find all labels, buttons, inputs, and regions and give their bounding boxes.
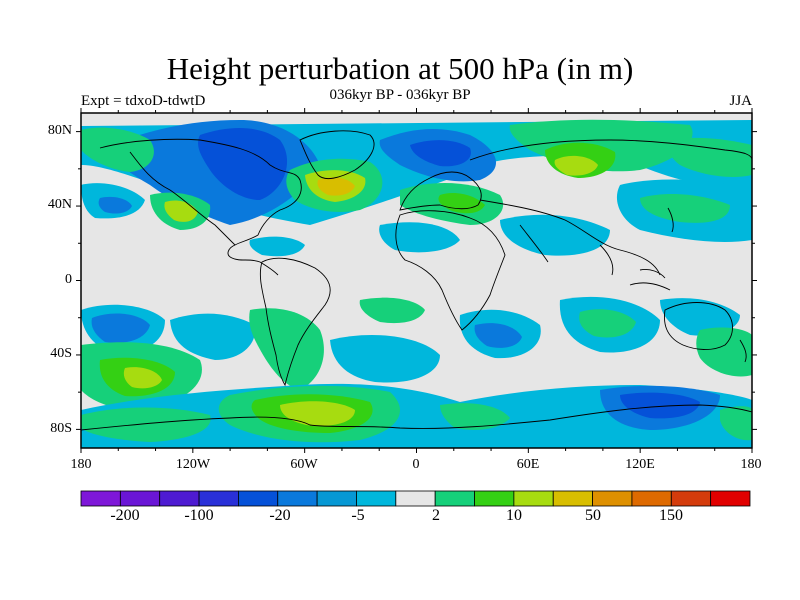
colorbar-swatch	[159, 490, 200, 507]
coastline	[259, 257, 331, 387]
colorbar-swatch	[474, 490, 515, 507]
lon-tick-label: 120W	[175, 457, 211, 472]
contour-fill	[379, 222, 460, 253]
contour-fill	[81, 407, 211, 442]
lat-tick-label: 80N	[47, 123, 72, 138]
coastline	[664, 302, 733, 350]
contour-fill	[170, 313, 256, 360]
contour-fill	[410, 140, 471, 167]
contour-fill	[280, 401, 355, 427]
coastlines	[81, 130, 752, 431]
contour-fill	[720, 406, 752, 441]
coastline	[739, 339, 747, 363]
colorbar-swatch	[316, 490, 357, 507]
coastline	[395, 210, 506, 331]
contour-fill	[81, 127, 154, 172]
lon-tick-label: 60E	[516, 457, 540, 472]
coastline	[299, 130, 375, 180]
contour-fill	[164, 200, 198, 222]
colorbar-swatch	[710, 490, 751, 507]
coastline	[667, 207, 674, 233]
colorbar-label: 10	[506, 507, 522, 524]
colorbar-swatch	[119, 490, 161, 507]
colorbar-swatch	[198, 490, 239, 507]
lon-tick-label: 180	[70, 457, 92, 472]
plot-subtitle: 036kyr BP - 036kyr BP	[329, 87, 471, 103]
colorbar-swatch	[552, 490, 593, 507]
season-label: JJA	[729, 93, 752, 109]
colorbar-swatch	[277, 490, 318, 507]
colorbar-label: 2	[432, 507, 440, 524]
contour-fill	[91, 313, 150, 343]
colorbar-swatch	[238, 490, 279, 507]
contour-fill	[359, 297, 425, 324]
colorbar-swatch	[356, 490, 397, 507]
lon-tick-label: 60W	[290, 457, 318, 472]
contour-fill	[123, 367, 162, 389]
contour-fill	[330, 335, 440, 383]
contour-fill	[249, 308, 324, 390]
plot-title: Height perturbation at 500 hPa (in m)	[166, 51, 634, 86]
colorbar	[80, 490, 751, 507]
contour-fill	[98, 196, 132, 214]
lon-tick-label: 180	[740, 457, 762, 472]
lat-tick-label: 0	[65, 272, 72, 287]
colorbar-label: -5	[351, 507, 365, 524]
experiment-label: Expt = tdxoD-tdwtD	[81, 93, 206, 109]
lat-tick-label: 40N	[47, 197, 72, 212]
colorbar-swatch	[395, 490, 436, 507]
coastline	[81, 404, 752, 431]
contour-fill	[438, 193, 485, 214]
contour-fill	[554, 155, 598, 176]
colorbar-label: -20	[269, 507, 291, 524]
contour-fill	[440, 403, 510, 430]
colorbar-swatch	[631, 490, 672, 507]
colorbar-label: 50	[585, 507, 601, 524]
contour-fill	[198, 128, 288, 200]
colorbar-label: -100	[184, 507, 214, 524]
colorbar-swatch	[80, 490, 121, 507]
colorbar-swatch	[670, 490, 712, 507]
coastline	[469, 139, 752, 276]
lon-tick-label: 0	[412, 457, 420, 472]
contour-fill	[620, 392, 700, 419]
contour-fill	[474, 323, 522, 348]
lat-tick-label: 40S	[50, 346, 72, 361]
axis-ticks	[76, 108, 757, 453]
contour-fill	[579, 309, 636, 338]
contour-fill	[640, 194, 730, 223]
lat-tick-label: 80S	[50, 421, 72, 436]
contour-field	[81, 113, 752, 448]
lon-tick-label: 120E	[625, 457, 655, 472]
contour-fill	[696, 327, 752, 377]
coastline	[629, 269, 671, 291]
colorbar-swatch	[592, 490, 633, 507]
contour-fill	[249, 236, 305, 257]
contour-fill	[500, 214, 610, 256]
coastline	[399, 171, 482, 211]
colorbar-swatch	[434, 490, 475, 507]
colorbar-label: -200	[110, 507, 140, 524]
colorbar-label: 150	[659, 507, 683, 524]
coastline	[99, 138, 302, 276]
contour-fill	[317, 177, 355, 196]
colorbar-swatch	[513, 490, 554, 507]
contour-fill	[668, 137, 752, 177]
